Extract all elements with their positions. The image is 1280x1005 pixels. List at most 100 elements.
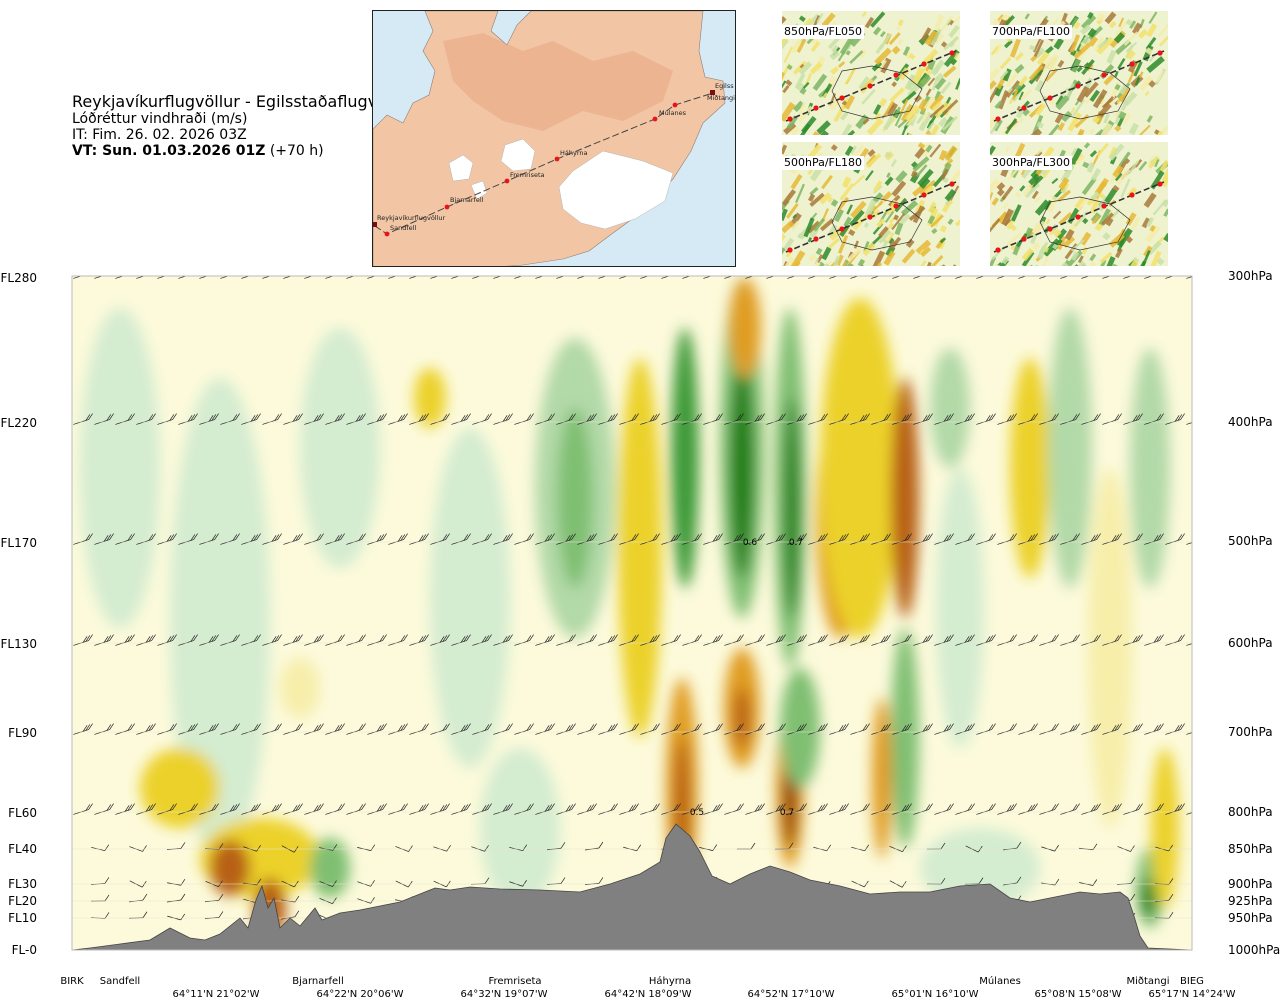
wind-barb-feather <box>820 724 826 731</box>
wind-barb-feather <box>89 268 93 274</box>
wind-barb-feather <box>586 805 592 812</box>
wind-barb-feather <box>568 635 574 642</box>
wind-barb-feather <box>925 724 931 731</box>
wind-barb-feather <box>439 805 445 812</box>
wind-barb-feather <box>1034 268 1038 274</box>
wind-barb-feather <box>1138 803 1143 810</box>
wind-field-cell <box>300 328 380 568</box>
mini-map-field-cell <box>895 170 908 184</box>
wind-barb-feather <box>757 534 763 541</box>
wind-barb-shaft <box>1186 732 1192 735</box>
mini-map-field-cell <box>1125 19 1133 26</box>
wind-barb-feather <box>250 415 256 422</box>
mini-map-field-cell <box>835 261 848 266</box>
wind-barb-feather <box>382 413 387 420</box>
wind-barb-feather <box>403 723 408 730</box>
wind-barb-feather <box>341 268 345 274</box>
wind-barb-feather <box>421 414 427 421</box>
mini-map-field-cell <box>852 133 858 135</box>
wind-field-cell <box>480 748 560 908</box>
wind-barb-feather <box>551 268 555 274</box>
mini-map-field-cell <box>1031 220 1047 236</box>
wind-barb-feather <box>1117 533 1122 540</box>
wind-barb-feather <box>109 533 114 540</box>
wind-barb-shaft <box>1165 276 1175 279</box>
wind-barb-feather <box>943 535 949 542</box>
wind-barb-feather <box>166 535 172 542</box>
wind-barb-feather <box>718 723 723 730</box>
wind-barb-feather <box>712 535 718 542</box>
waypoint-label: Miðtangi <box>1126 976 1169 987</box>
wind-barb-feather <box>214 413 219 420</box>
wind-barb-feather <box>754 805 760 812</box>
mini-map-field-cell <box>1102 232 1111 241</box>
wind-barb-feather <box>271 535 277 542</box>
wind-barb-feather <box>1013 268 1017 274</box>
wind-barb-feather <box>319 413 324 420</box>
mini-map-field-cell <box>929 143 942 158</box>
mini-map-field-cell <box>1145 36 1157 50</box>
wind-barb-feather <box>1196 725 1200 731</box>
wind-barb-feather <box>382 723 387 730</box>
wind-barb-feather <box>568 724 574 731</box>
wind-barb <box>934 723 954 735</box>
wind-barb <box>430 276 440 279</box>
mini-map-field-cell <box>1141 217 1151 229</box>
wind-barb-feather <box>151 533 156 540</box>
mini-map-field-cell <box>873 104 882 116</box>
wind-barb-feather <box>271 805 277 812</box>
mini-map-field-cell <box>1106 49 1117 64</box>
mini-map-field <box>782 11 960 135</box>
wind-barb-shaft <box>766 276 776 279</box>
wind-barb-feather <box>929 268 933 274</box>
mini-map-field-cell <box>837 61 846 68</box>
wind-barb-feather <box>971 268 975 274</box>
wind-barb-feather <box>883 414 889 421</box>
wind-barb-feather <box>277 723 282 730</box>
mini-map-field-cell <box>1128 259 1139 266</box>
wind-barb-feather <box>991 634 996 641</box>
wind-barb-feather <box>522 880 527 887</box>
mini-map-label: 300hPa/FL300 <box>990 156 1073 170</box>
mini-map-field-cell <box>1021 108 1030 117</box>
wind-barb-shaft <box>178 276 188 279</box>
wind-barb-feather <box>316 724 322 731</box>
mini-map-field-cell <box>833 208 844 223</box>
wind-barb-feather <box>970 634 975 641</box>
wind-barb-feather <box>425 268 429 274</box>
waypoint-marker <box>893 203 899 209</box>
pressure-tick-label: 400hPa <box>1228 415 1273 429</box>
wind-barb-feather <box>508 803 513 810</box>
mini-map-field-cell <box>919 179 937 196</box>
wind-barb-feather <box>964 636 970 643</box>
mini-map-field-cell <box>927 215 936 225</box>
mini-map-field-cell <box>875 59 887 76</box>
wind-barb-feather <box>334 535 340 542</box>
wind-barb-feather <box>560 842 566 849</box>
wind-barb-feather <box>925 414 931 421</box>
wind-barb-feather <box>1132 725 1138 732</box>
mini-map-field-cell <box>831 44 839 53</box>
waypoint-marker <box>1047 95 1053 101</box>
mini-map-field-cell <box>921 112 929 122</box>
contour-labels: 0.6 0.7 0.5 0.7 <box>690 538 803 818</box>
mini-map-field-cell <box>1052 210 1062 220</box>
wind-barb-feather <box>967 534 973 541</box>
wind-barb-feather <box>484 635 490 642</box>
wind-barb-feather <box>218 911 224 918</box>
wind-barb-feather <box>967 414 973 421</box>
wind-barb-feather <box>193 413 198 420</box>
mini-map-field-cell <box>1029 44 1036 51</box>
wind-barb-feather <box>1093 804 1099 811</box>
waypoint-marker <box>921 192 927 198</box>
wind-barb-feather <box>928 413 933 420</box>
mini-map-field-cell <box>1024 187 1036 199</box>
wind-barb-feather <box>1202 268 1206 274</box>
wind-barb-feather <box>466 803 471 810</box>
wind-barb-feather <box>991 413 996 420</box>
wind-barb-feather <box>904 635 910 642</box>
wind-barb-feather <box>230 269 234 275</box>
wind-barb-feather <box>85 635 91 642</box>
mini-map-field-cell <box>1020 88 1033 101</box>
mini-map-field-cell <box>870 11 886 28</box>
